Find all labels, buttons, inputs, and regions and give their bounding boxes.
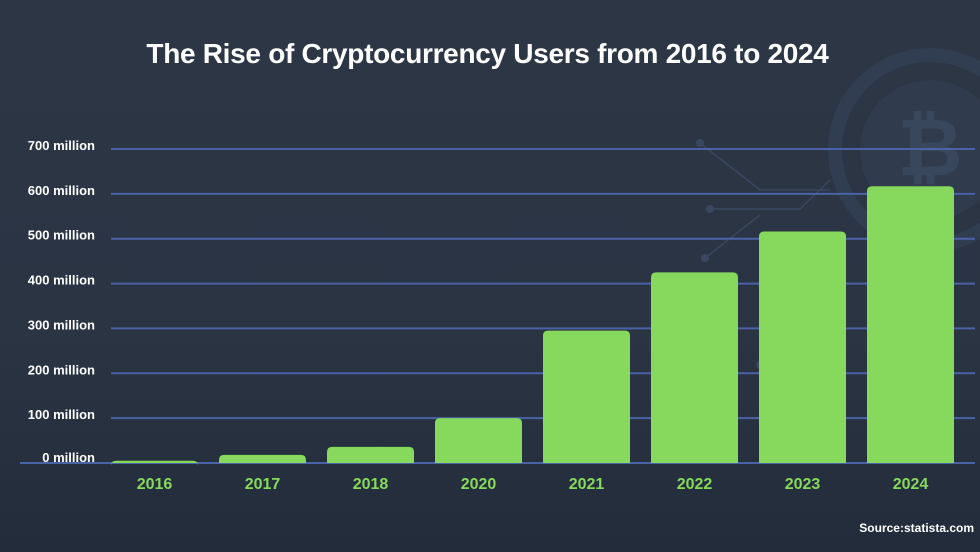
y-tick-label: 100 million (28, 407, 95, 422)
bar-2018 (327, 446, 414, 463)
bar-2024 (867, 186, 954, 463)
circuit-node (696, 139, 704, 147)
bar-2016 (111, 460, 198, 466)
circuit-trace (699, 142, 830, 191)
bar-2022 (651, 272, 738, 463)
chart-title: The Rise of Cryptocurrency Users from 20… (146, 38, 829, 69)
x-tick-label: 2016 (137, 476, 173, 493)
bar-2017 (219, 454, 306, 463)
x-tick-label: 2024 (893, 476, 929, 493)
y-tick-label: 700 million (28, 138, 95, 153)
circuit-trace (710, 179, 831, 210)
circuit-node (706, 205, 714, 213)
x-tick-label: 2017 (245, 476, 281, 493)
x-tick-label: 2018 (353, 476, 389, 493)
circuit-trace (704, 214, 761, 259)
x-tick-label: 2021 (569, 476, 605, 493)
bitcoin-glyph-icon: ₿ (897, 103, 962, 192)
x-tick-label: 2020 (461, 476, 497, 493)
bar-2023 (759, 231, 846, 463)
y-tick-label: 300 million (28, 317, 95, 332)
x-tick-label: 2023 (785, 476, 821, 493)
source-note: Source:statista.com (859, 521, 974, 535)
bar-2021 (543, 330, 630, 463)
y-tick-label: 400 million (28, 273, 95, 288)
y-tick-label: 500 million (28, 228, 95, 243)
y-tick-label: 600 million (28, 183, 95, 198)
y-tick-label: 200 million (28, 362, 95, 377)
circuit-node (701, 254, 709, 262)
x-tick-label: 2022 (677, 476, 713, 493)
y-tick-label: 0 million (42, 450, 95, 465)
bar-2020 (435, 418, 522, 463)
